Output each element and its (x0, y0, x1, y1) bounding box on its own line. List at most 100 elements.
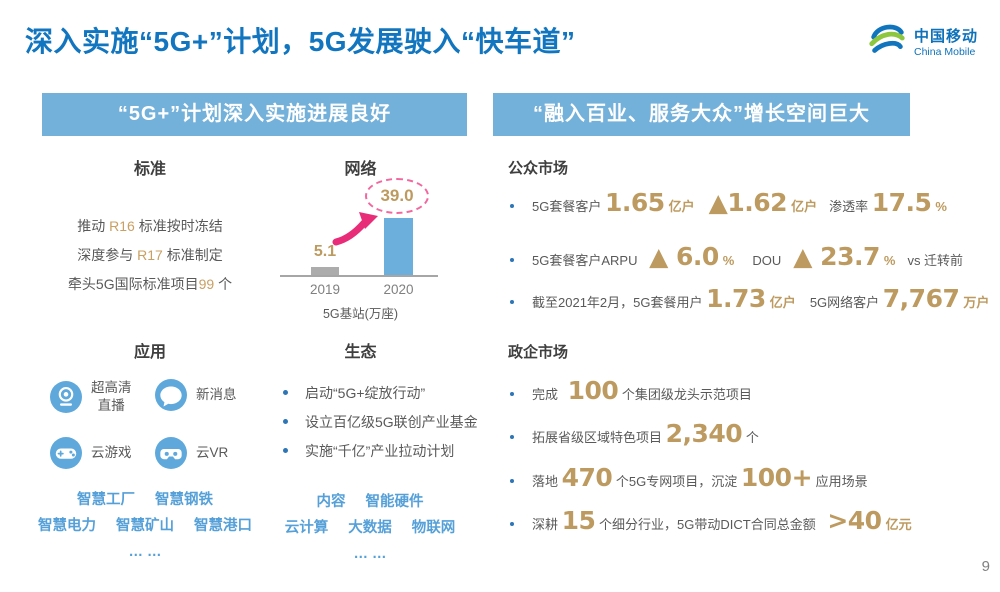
public-market-row: 5G套餐客户 1.65 亿户 ▲1.62 亿户 渗透率 17.5% (510, 188, 996, 217)
chat-icon (155, 379, 187, 411)
row-segment: 470 (561, 463, 613, 492)
page-number: 9 (981, 558, 990, 575)
row-segment: % (883, 253, 896, 268)
app-item-uhd-live: 超高清 直播 (50, 379, 132, 414)
tick-2019: 2019 (309, 282, 341, 297)
ecosystem-bullet: 启动“5G+绽放行动” (283, 379, 473, 408)
row-segment: >40 (827, 506, 882, 535)
row-segment: 个集团级龙头示范项目 (618, 387, 752, 402)
bullet-dot-icon (283, 448, 288, 453)
standard-line: 牵头5G国际标准项目99 个 (14, 270, 286, 299)
right-panel-header: “融入百业、服务大众”增长空间巨大 (493, 93, 910, 136)
row-segment: 牵头5G国际标准项目 (67, 276, 199, 292)
tag-smart-power: 智慧电力 (37, 518, 96, 534)
row-segment: vs 迁转前 (907, 253, 964, 268)
tag-smart-mine: 智慧矿山 (116, 518, 174, 534)
row-segment: 应用场景 (812, 474, 868, 489)
app-item-cloud-gaming: 云游戏 (50, 437, 132, 469)
row-segment: % (722, 253, 735, 268)
row-segment: % (935, 199, 947, 214)
row-segment: 100+ (740, 463, 813, 492)
row-segment: 5G套餐客户ARPU (532, 253, 642, 268)
row-segment: 完成 (532, 387, 562, 402)
growth-arrow-icon (332, 212, 380, 251)
tag-smart-port: 智慧港口 (194, 518, 253, 534)
tag-line-ellipsis: … … (20, 539, 270, 565)
ecosystem-bullet-text: 启动“5G+绽放行动” (305, 385, 426, 401)
webcam-icon (50, 380, 82, 413)
tag-line: 智慧电力 智慧矿山 智慧港口 (20, 513, 270, 539)
bar-2020 (384, 218, 413, 277)
tag-line-ellipsis: … … (270, 541, 470, 567)
row-segment: 100 (567, 376, 619, 405)
tag-smart-hardware: 智能硬件 (365, 494, 424, 510)
row-segment: 亿元 (885, 517, 912, 532)
china-mobile-swirl-icon (866, 18, 908, 65)
standard-line: 推动 R16 标准按时冻结 (14, 212, 286, 241)
standard-section-heading: 标准 (133, 161, 166, 178)
bar-value-2019: 5.1 (313, 243, 337, 260)
row-segment: ▲1.62 (708, 188, 788, 217)
row-segment: R17 (137, 247, 163, 263)
tag-line: 智慧工厂 智慧钢铁 (20, 487, 270, 513)
ecosystem-section-heading: 生态 (344, 344, 377, 361)
row-segment: 99 (198, 276, 215, 292)
row-segment: ▲ 23.7 (793, 242, 880, 271)
chart-x-axis (280, 275, 438, 277)
row-segment: 拓展省级区域特色项目 (532, 430, 666, 445)
page-title: 深入实施“5G+”计划，5G发展驶入“快车道” (25, 26, 576, 57)
base-stations-bar-chart: 39.0 5.1 2019 2020 5G基站(万座) (278, 172, 443, 322)
application-section-heading: 应用 (133, 344, 166, 361)
bullet-dot-icon (510, 522, 514, 526)
smart-industry-tags: 智慧工厂 智慧钢铁 智慧电力 智慧矿山 智慧港口 … … (20, 487, 270, 565)
row-segment: 落地 (532, 474, 562, 489)
logo-name-en: China Mobile (914, 46, 976, 58)
chart-x-label: 5G基站(万座) (322, 307, 398, 321)
standard-line: 深度参与 R17 标准制定 (14, 241, 286, 270)
row-segment: R16 (109, 218, 135, 234)
row-segment: 5G网络客户 (809, 295, 883, 310)
bullet-dot-icon (510, 435, 514, 439)
app-item-new-message: 新消息 (155, 379, 237, 411)
tag-line: 云计算 大数据 物联网 (270, 515, 470, 541)
bar-value-2020: 39.0 (380, 186, 414, 205)
ecosystem-bullet: 实施“千亿”产业拉动计划 (283, 437, 473, 466)
row-segment: 2,340 (665, 419, 743, 448)
bullet-dot-icon (510, 204, 514, 208)
bullet-dot-icon (283, 419, 288, 424)
bullet-dot-icon (510, 479, 514, 483)
public-market-heading: 公众市场 (508, 160, 569, 177)
row-segment: 亿户 (668, 199, 695, 214)
network-section-heading: 网络 (344, 161, 377, 178)
tag-content: 内容 (316, 494, 346, 510)
tag-iot: 物联网 (411, 520, 456, 536)
app-item-label: 新消息 (196, 387, 237, 403)
row-segment: 15 (561, 506, 596, 535)
ecosystem-bullet-text: 实施“千亿”产业拉动计划 (305, 443, 455, 459)
row-segment: DOU (752, 253, 782, 268)
row-segment: 截至2021年2月，5G套餐用户 (532, 295, 707, 310)
row-segment: 1.73 (706, 284, 766, 313)
gov-market-row: 完成 100 个集团级龙头示范项目 (510, 376, 996, 405)
row-segment: 渗透率 (829, 199, 872, 214)
tick-2020: 2020 (383, 282, 414, 297)
app-item-label: 云VR (196, 445, 229, 461)
ecosystem-bullets: 启动“5G+绽放行动” 设立百亿级5G联创产业基金 实施“千亿”产业拉动计划 (283, 379, 478, 466)
row-segment: 7,767 (882, 284, 960, 313)
bar-2019 (311, 267, 339, 277)
china-mobile-logo: 中国移动 China Mobile (866, 18, 978, 65)
standard-lines: 推动 R16 标准按时冻结 深度参与 R17 标准制定 牵头5G国际标准项目99… (14, 212, 286, 299)
public-market-row: 5G套餐客户ARPU ▲ 6.0% DOU ▲ 23.7% vs 迁转前 (510, 242, 996, 271)
ecosystem-bullet: 设立百亿级5G联创产业基金 (283, 408, 478, 437)
gov-market-row: 拓展省级区域特色项目 2,340 个 (510, 419, 996, 448)
logo-text: 中国移动 China Mobile (914, 25, 978, 58)
row-segment: 亿户 (769, 295, 796, 310)
row-segment: 深度参与 (77, 247, 138, 263)
app-item-label: 超高清 直播 (91, 380, 132, 413)
logo-name-cn: 中国移动 (914, 28, 979, 45)
row-segment: 个细分行业，5G带动DICT合同总金额 (595, 517, 820, 532)
tag-cloud-computing: 云计算 (284, 520, 329, 536)
vr-icon (155, 437, 187, 469)
public-market-row: 截至2021年2月，5G套餐用户 1.73 亿户 5G网络客户 7,767 万户 (510, 284, 996, 313)
